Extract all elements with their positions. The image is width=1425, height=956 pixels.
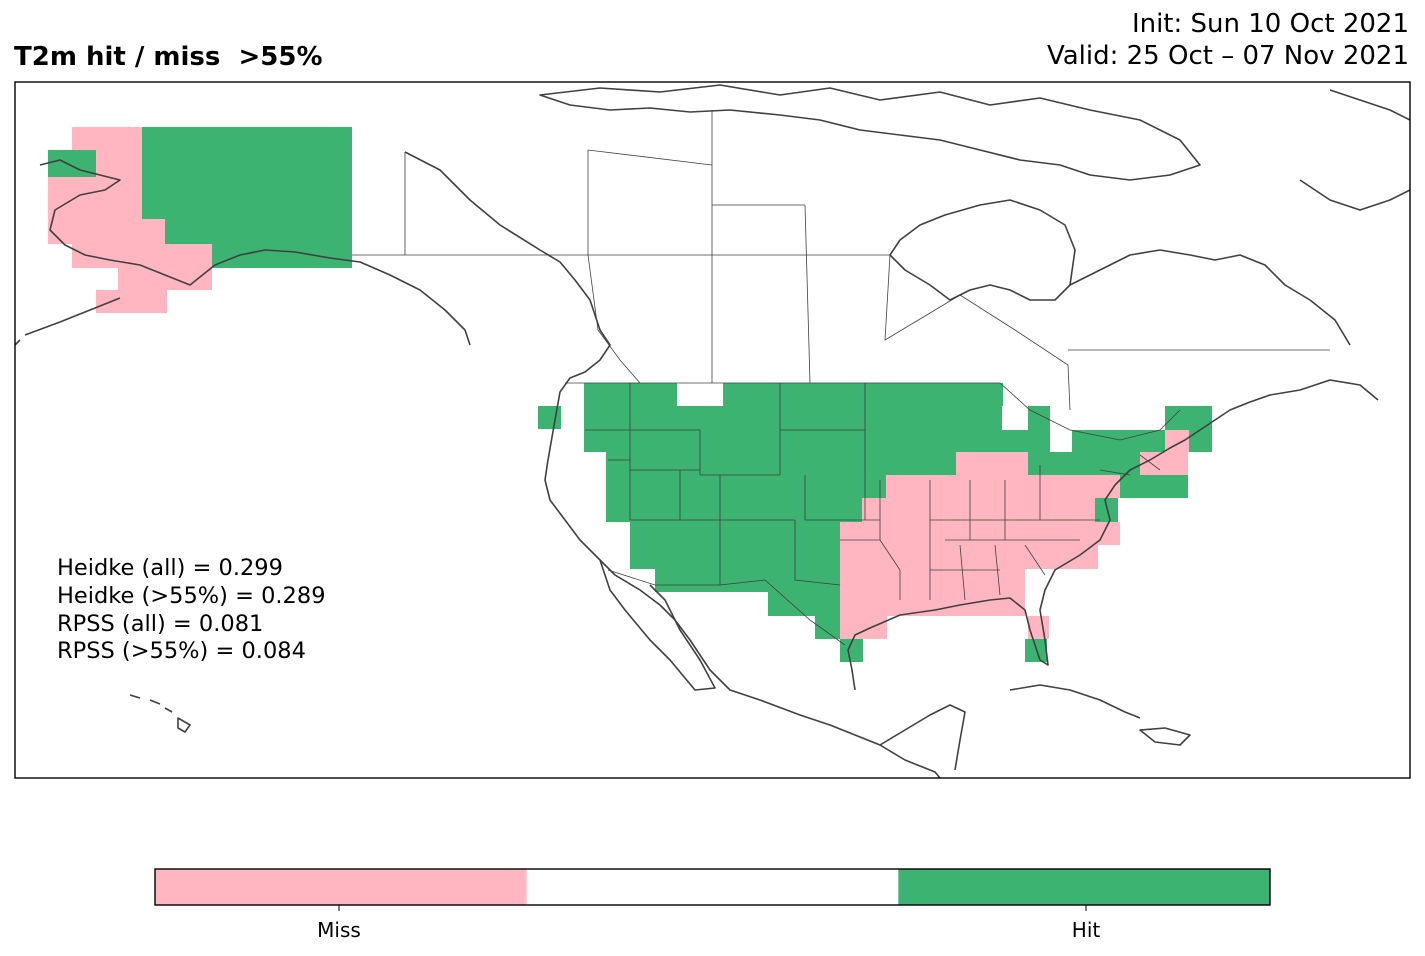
hit-cell [1165,406,1212,430]
hit-cell [584,430,1028,452]
hit-cell [630,545,840,569]
hit-cell [142,127,352,219]
miss-cell [840,545,1098,569]
valid-period: Valid: 25 Oct – 07 Nov 2021 [1046,41,1409,71]
coastlines [14,84,1411,779]
miss-cell [48,219,165,244]
miss-cell [840,616,887,639]
political-borders [352,110,1330,646]
heidke-all: Heidke (all) = 0.299 [57,555,283,581]
miss-cell [96,290,167,313]
hit-cell [1050,452,1140,475]
us-canada-border [352,254,1181,441]
miss-cell [96,150,142,177]
miss-cell [840,522,1120,545]
labrador-coastline [1069,249,1351,346]
hit-cell [1140,430,1165,452]
colorbar-label-hit: Hit [1071,918,1101,942]
init-date: Init: Sun 10 Oct 2021 [1131,9,1409,39]
miss-cell [1070,475,1120,498]
greenland-coastline [1299,89,1411,211]
hit-cell [538,406,561,429]
hit-cell [606,498,862,522]
arctic-islands [539,84,1201,181]
skill-scores: Heidke (all) = 0.299 Heidke (>55%) = 0.2… [57,555,326,666]
hit-miss-grid [48,127,1212,662]
hit-cell [584,406,1002,430]
hit-cell [723,383,1003,406]
rpss-55: RPSS (>55%) = 0.084 [57,638,306,665]
miss-cell [840,592,1025,616]
hit-cell [1095,498,1118,522]
map-title: T2m hit / miss >55% [14,42,323,72]
hit-cell [165,219,352,244]
hit-cell [1120,475,1140,498]
miss-cell [1140,452,1188,475]
colorbar-segment-neutral [526,869,899,905]
gulf-coastline [847,379,1379,691]
hit-cell [815,616,840,639]
hit-cell [1028,406,1050,452]
miss-cell [1165,430,1189,452]
miss-cell [72,244,212,268]
canada-provinces [404,110,1330,411]
map-frame [14,81,1411,779]
hit-cell [768,592,840,616]
miss-cell [48,177,142,219]
hit-cell [1028,452,1050,475]
rpss-all: RPSS (all) = 0.081 [57,610,264,637]
aleutian-islands [14,297,121,346]
colorbar [154,868,1271,911]
alaska-coastline [39,159,471,346]
baja-coastline [599,559,716,691]
miss-cell [886,475,1070,498]
colorbar-frame [154,868,1271,906]
hit-cell [840,639,863,662]
miss-cell [840,569,1025,592]
colorbar-segment-hit [898,869,1270,905]
hit-cell [584,383,677,406]
hit-cell [655,569,840,592]
map-dates: Init: Sun 10 Oct 2021 Valid: 25 Oct – 07… [1047,8,1409,72]
hit-cell [212,244,352,268]
hit-cell [1140,475,1188,498]
miss-cell [72,127,142,150]
hit-cell [606,475,886,498]
mexico-border [607,569,846,646]
hit-cell [1189,430,1212,452]
yucatan-coastline [879,704,966,771]
hawaii-islands [129,694,191,733]
hispaniola-coastline [1139,727,1191,746]
hit-cell [630,522,840,545]
heidke-55: Heidke (>55%) = 0.289 [57,582,326,609]
hit-cell [1072,430,1140,452]
colorbar-segment-miss [155,869,527,905]
north-america-coastline [404,151,941,779]
miss-cell [956,452,1028,475]
miss-cell [862,498,1095,522]
hit-cell [606,452,956,475]
colorbar-label-miss: Miss [317,918,361,942]
us-state-borders [585,383,1161,601]
cuba-coastline [1009,684,1141,719]
